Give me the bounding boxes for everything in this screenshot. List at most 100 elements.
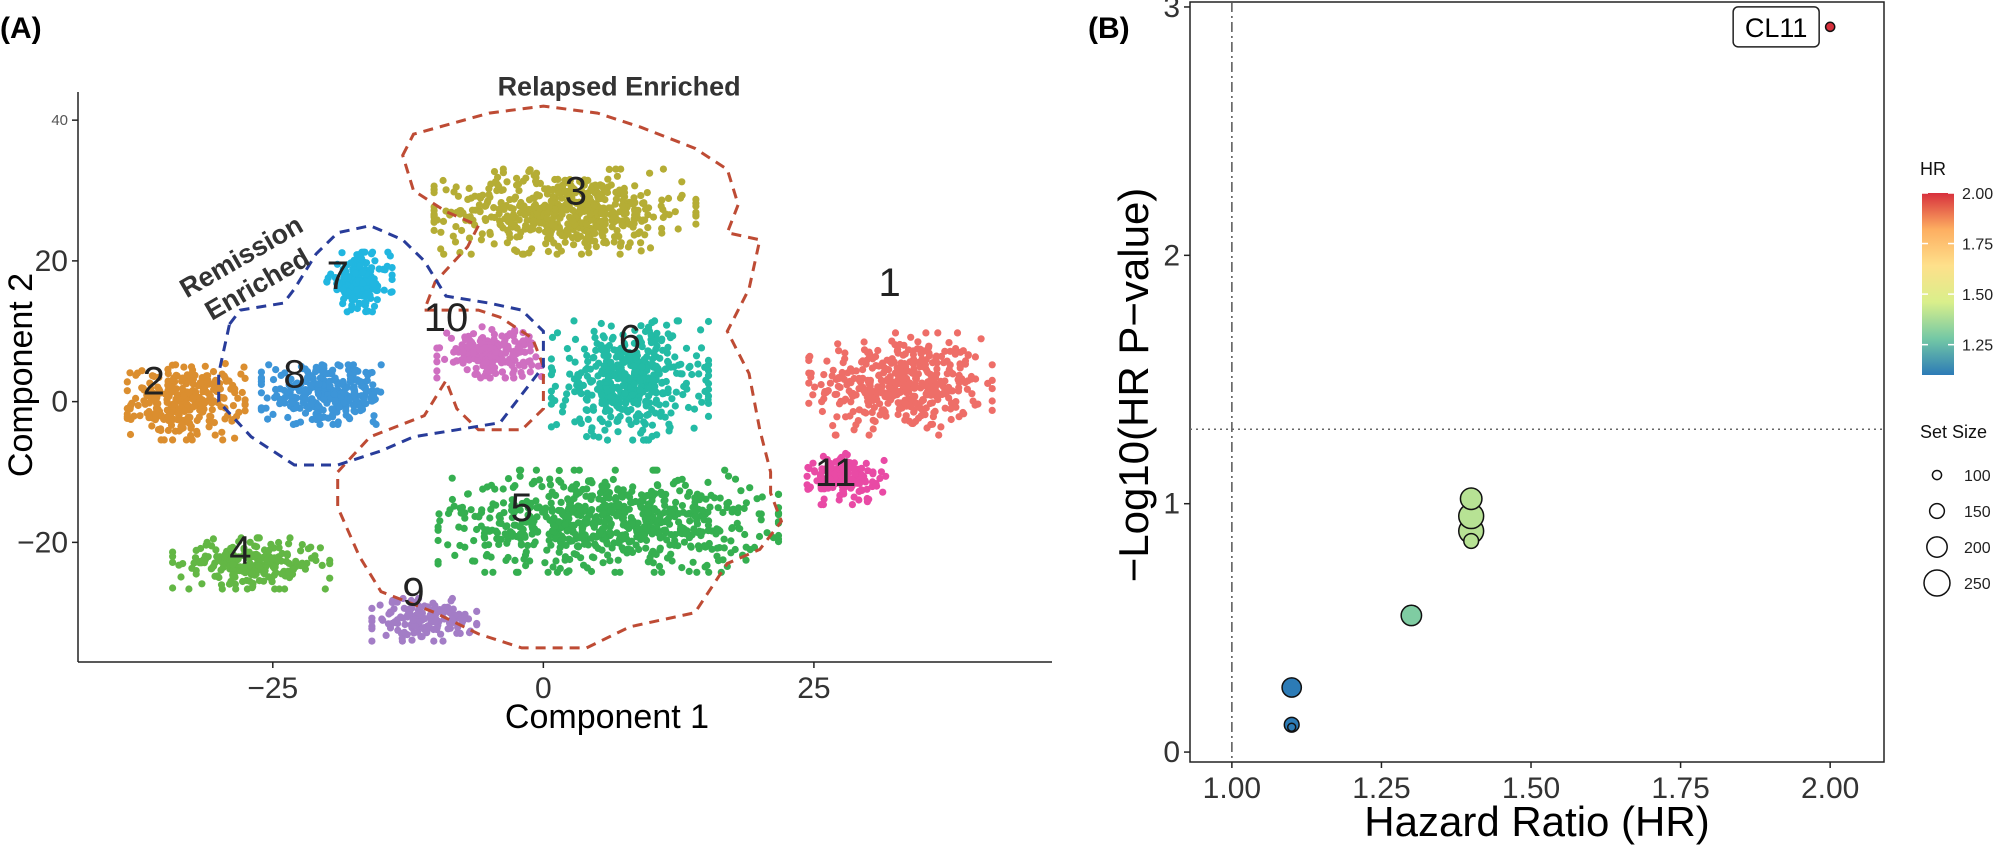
point: [584, 191, 592, 200]
point: [175, 561, 183, 569]
point: [495, 540, 503, 549]
point: [569, 521, 577, 530]
point: [928, 420, 937, 428]
point: [934, 392, 942, 400]
point: [805, 379, 813, 387]
point: [506, 330, 514, 338]
point: [611, 233, 619, 241]
set-size-legend-circle: [1928, 502, 1946, 520]
point: [896, 388, 904, 397]
point: [330, 390, 338, 398]
point: [510, 194, 519, 202]
point: [587, 427, 595, 435]
point: [596, 489, 605, 497]
point: [150, 372, 158, 381]
point: [467, 250, 475, 258]
point: [356, 377, 364, 385]
point: [574, 371, 582, 379]
cluster-label-5: 5: [511, 486, 533, 530]
point: [370, 412, 378, 420]
point: [640, 418, 648, 426]
point: [945, 339, 953, 347]
point: [708, 545, 716, 553]
point: [988, 406, 996, 414]
point: [611, 466, 619, 474]
point: [193, 427, 201, 435]
point: [595, 495, 603, 503]
point: [612, 496, 620, 504]
point: [326, 574, 334, 582]
point: [132, 371, 140, 379]
point: [596, 528, 604, 536]
point: [697, 344, 706, 352]
point: [557, 498, 565, 506]
point: [701, 563, 709, 571]
point: [570, 241, 578, 249]
point: [265, 546, 273, 554]
point: [645, 436, 653, 444]
panel-a-y-axis-title: Component 2: [2, 273, 40, 477]
point: [914, 338, 922, 346]
point: [845, 387, 853, 395]
point: [695, 370, 703, 378]
point: [481, 202, 489, 210]
point: [655, 401, 663, 409]
point: [297, 362, 305, 371]
point: [607, 506, 615, 515]
point: [145, 414, 153, 422]
point: [856, 479, 864, 487]
point: [613, 172, 622, 180]
point: [520, 555, 528, 563]
point: [817, 501, 825, 509]
point: [475, 201, 483, 209]
point: [632, 353, 640, 361]
point: [869, 425, 877, 433]
point: [533, 504, 541, 512]
point: [531, 538, 539, 546]
point: [456, 210, 464, 218]
point: [508, 219, 516, 227]
hr-point: [1400, 604, 1423, 627]
point: [854, 417, 862, 425]
point: [519, 177, 527, 185]
point: [662, 400, 670, 408]
point: [478, 230, 486, 238]
point: [509, 370, 517, 378]
point: [569, 234, 577, 242]
point: [164, 426, 172, 434]
point: [639, 426, 647, 434]
point: [170, 400, 178, 408]
point: [304, 368, 312, 376]
cluster-label-4: 4: [229, 528, 251, 572]
point: [757, 510, 765, 518]
point: [620, 381, 628, 389]
point: [678, 191, 686, 199]
point: [582, 220, 591, 228]
point: [619, 331, 627, 339]
point: [963, 385, 972, 393]
point: [401, 620, 409, 629]
point: [152, 399, 161, 407]
point: [325, 395, 333, 403]
point: [954, 387, 963, 395]
point: [241, 407, 249, 415]
point: [302, 396, 310, 404]
point: [461, 514, 469, 522]
point: [664, 359, 673, 367]
point: [573, 510, 582, 518]
point: [430, 218, 438, 226]
point: [335, 403, 344, 411]
point: [318, 561, 326, 570]
point: [211, 572, 219, 580]
point: [664, 194, 673, 202]
point: [611, 568, 619, 576]
point: [862, 459, 870, 467]
point: [388, 264, 396, 272]
point: [517, 540, 526, 548]
point: [849, 408, 857, 416]
point: [880, 407, 888, 416]
point: [678, 564, 686, 572]
point: [571, 358, 579, 366]
point: [616, 250, 624, 258]
point: [572, 530, 580, 539]
